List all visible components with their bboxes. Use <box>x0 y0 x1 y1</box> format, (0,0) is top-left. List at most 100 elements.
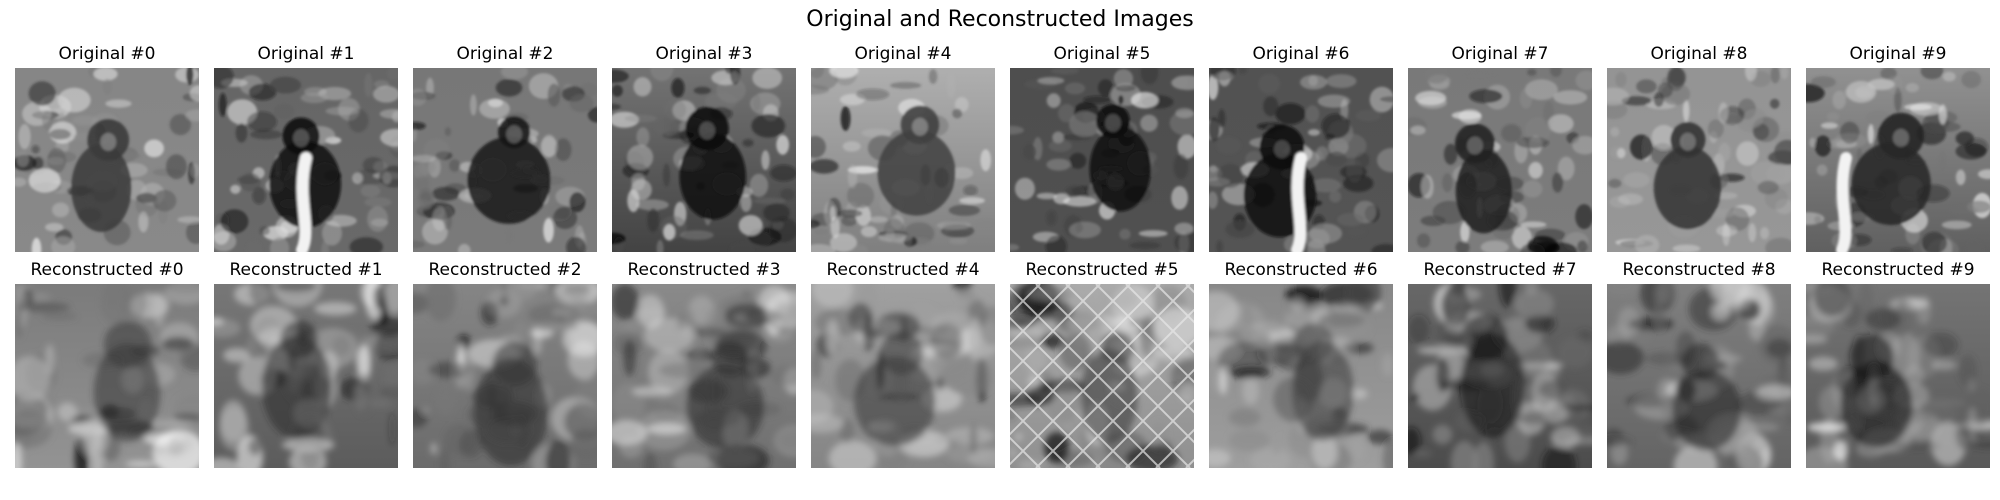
original-image-canvas <box>1408 68 1592 252</box>
original-image <box>1408 68 1592 252</box>
original-panel: Original #1 <box>214 43 398 252</box>
image-texture <box>1806 68 1990 252</box>
reconstructed-image-canvas <box>413 284 597 468</box>
primate-silhouette <box>261 320 333 439</box>
reconstructed-image <box>1408 284 1592 468</box>
reconstructed-image <box>811 284 995 468</box>
reconstructed-image <box>1806 284 1990 468</box>
primate-silhouette <box>1851 112 1931 226</box>
primate-silhouette <box>1292 322 1354 441</box>
image-texture <box>1408 68 1592 252</box>
image-texture <box>612 68 796 252</box>
reconstructed-image-canvas <box>1607 284 1791 468</box>
original-image <box>214 68 398 252</box>
reconstructed-panel-title: Reconstructed #6 <box>1224 260 1378 280</box>
original-image <box>1607 68 1791 252</box>
original-image <box>1806 68 1990 252</box>
original-panel: Original #6 <box>1209 43 1393 252</box>
white-tail <box>1836 152 1852 252</box>
reconstructed-image-canvas <box>811 284 995 468</box>
image-texture <box>1806 284 1990 468</box>
original-image-canvas <box>1607 68 1791 252</box>
original-image <box>1209 68 1393 252</box>
original-panel: Original #8 <box>1607 43 1791 252</box>
original-panel-title: Original #0 <box>58 44 156 64</box>
original-panel-title: Original #4 <box>854 44 952 64</box>
reconstructed-image-canvas <box>1209 284 1393 468</box>
original-panel: Original #0 <box>15 43 199 252</box>
original-panel-title: Original #9 <box>1849 44 1947 64</box>
image-texture <box>811 68 995 252</box>
white-tail <box>1291 152 1307 252</box>
primate-silhouette <box>1653 122 1722 230</box>
primate-silhouette <box>93 320 161 442</box>
primate-silhouette <box>877 105 956 216</box>
reconstructed-image <box>1209 284 1393 468</box>
reconstructed-panel: Reconstructed #4 <box>811 259 995 468</box>
image-texture <box>612 284 796 468</box>
reconstructed-image <box>214 284 398 468</box>
figure-title: Original and Reconstructed Images <box>806 7 1194 32</box>
reconstructed-image <box>413 284 597 468</box>
primate-silhouette <box>1672 343 1742 451</box>
reconstructed-panel: Reconstructed #1 <box>214 259 398 468</box>
reconstructed-panel: Reconstructed #8 <box>1607 259 1791 468</box>
image-texture <box>1209 68 1393 252</box>
primate-silhouette <box>685 340 764 450</box>
fence-pattern <box>1010 284 1194 468</box>
original-panel: Original #9 <box>1806 43 1990 252</box>
reconstructed-panel-title: Reconstructed #4 <box>826 260 980 280</box>
reconstructed-image <box>1607 284 1791 468</box>
reconstructed-image-canvas <box>612 284 796 468</box>
primate-silhouette <box>1460 313 1526 438</box>
reconstructed-panel: Reconstructed #2 <box>413 259 597 468</box>
original-image <box>15 68 199 252</box>
reconstructed-panel-title: Reconstructed #3 <box>627 260 781 280</box>
original-image-canvas <box>15 68 199 252</box>
primate-silhouette <box>467 116 551 224</box>
image-texture <box>15 68 199 252</box>
reconstructed-panel: Reconstructed #9 <box>1806 259 1990 468</box>
image-texture <box>1408 284 1592 468</box>
image-texture <box>1607 284 1791 468</box>
image-texture <box>811 284 995 468</box>
original-image <box>612 68 796 252</box>
primate-silhouette <box>679 106 746 220</box>
reconstructed-image-canvas <box>15 284 199 468</box>
white-tail <box>296 152 312 252</box>
image-texture <box>214 68 398 252</box>
original-image-canvas <box>1209 68 1393 252</box>
original-panel: Original #2 <box>413 43 597 252</box>
reconstructed-image-canvas <box>1010 284 1194 468</box>
original-panel-title: Original #8 <box>1650 44 1748 64</box>
primate-silhouette <box>1454 123 1512 234</box>
reconstructed-panel-title: Reconstructed #1 <box>229 260 383 280</box>
reconstructed-panel: Reconstructed #0 <box>15 259 199 468</box>
reconstructed-panel-title: Reconstructed #9 <box>1821 260 1975 280</box>
image-texture <box>1010 68 1194 252</box>
original-image-canvas <box>214 68 398 252</box>
original-image-canvas <box>1010 68 1194 252</box>
reconstructed-panel-title: Reconstructed #8 <box>1622 260 1776 280</box>
original-image <box>413 68 597 252</box>
primate-silhouette <box>473 341 548 466</box>
reconstructed-image-canvas <box>1408 284 1592 468</box>
original-image-canvas <box>612 68 796 252</box>
reconstructed-panel-title: Reconstructed #7 <box>1423 260 1577 280</box>
original-panel-title: Original #1 <box>257 44 355 64</box>
original-panel: Original #4 <box>811 43 995 252</box>
primate-silhouette <box>854 332 936 447</box>
reconstructed-image <box>1010 284 1194 468</box>
reconstructed-panel-title: Reconstructed #5 <box>1025 260 1179 280</box>
original-panel-title: Original #3 <box>655 44 753 64</box>
original-panel-title: Original #6 <box>1252 44 1350 64</box>
image-texture <box>15 284 199 468</box>
original-panel: Original #3 <box>612 43 796 252</box>
original-panel: Original #5 <box>1010 43 1194 252</box>
reconstructed-image <box>612 284 796 468</box>
reconstructed-image-canvas <box>1806 284 1990 468</box>
reconstructed-panel: Reconstructed #7 <box>1408 259 1592 468</box>
image-texture <box>413 284 597 468</box>
reconstructed-panel-title: Reconstructed #2 <box>428 260 582 280</box>
